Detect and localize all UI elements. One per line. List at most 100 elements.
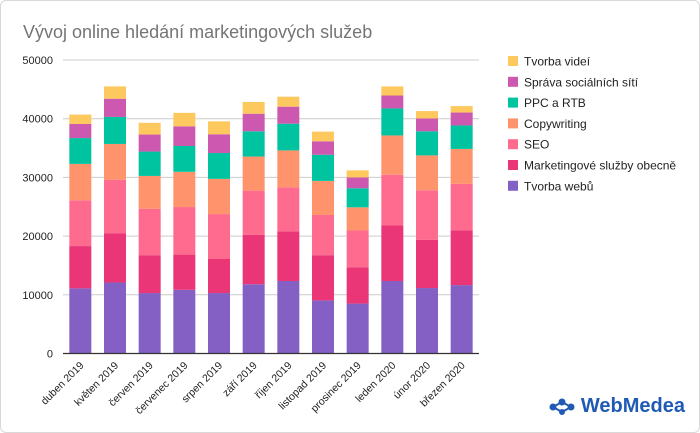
bar-segment bbox=[173, 145, 196, 172]
bar-segment bbox=[416, 190, 438, 240]
logo-text: WebMedea bbox=[580, 395, 685, 417]
bar-segment bbox=[277, 281, 300, 354]
bar-segment bbox=[104, 282, 126, 354]
legend-label: Marketingové služby obecně bbox=[524, 159, 676, 173]
legend-swatch bbox=[508, 160, 518, 170]
bar-segment bbox=[450, 183, 473, 231]
bar-segment bbox=[69, 114, 92, 124]
bar-segment bbox=[104, 86, 126, 99]
bar-segment bbox=[104, 143, 126, 180]
bar-segment bbox=[346, 177, 369, 189]
bar-segment bbox=[173, 207, 196, 255]
bar-segment bbox=[242, 284, 265, 354]
bar-segment bbox=[450, 106, 473, 113]
bar-segment bbox=[173, 289, 196, 354]
bar-segment bbox=[173, 254, 196, 290]
bar-segment bbox=[242, 113, 265, 132]
bar-segment bbox=[277, 187, 300, 232]
bar-segment bbox=[416, 239, 438, 289]
bar-segment bbox=[242, 234, 265, 285]
webmedea-logo: WebMedea bbox=[549, 395, 685, 418]
bar-segment bbox=[173, 126, 196, 146]
bar-segment bbox=[173, 171, 196, 208]
legend-swatch bbox=[508, 97, 518, 108]
chart-title: Vývoj online hledání marketingových služ… bbox=[23, 22, 372, 42]
bar-segment bbox=[450, 112, 473, 126]
bar-segment bbox=[138, 175, 161, 209]
legend-item[interactable]: PPC a RTB bbox=[508, 96, 586, 110]
bar-segment bbox=[208, 134, 230, 154]
bar-segment bbox=[312, 300, 334, 354]
y-tick-label: 10000 bbox=[22, 290, 53, 302]
bar-segment bbox=[208, 258, 230, 294]
bar-segment bbox=[242, 101, 265, 114]
legend-label: Správa sociálních sítí bbox=[524, 75, 639, 89]
bar-segment bbox=[104, 98, 126, 117]
bar-segment bbox=[277, 106, 300, 124]
bar-segment bbox=[381, 174, 404, 226]
legend-item[interactable]: Tvorba videí bbox=[508, 55, 591, 69]
bar-segment bbox=[312, 214, 334, 256]
legend-label: SEO bbox=[524, 138, 549, 152]
bar-segment bbox=[277, 150, 300, 188]
bar-segment bbox=[208, 214, 230, 259]
bar-segment bbox=[69, 288, 92, 354]
bar-segment bbox=[104, 116, 126, 144]
bar-segment bbox=[312, 131, 334, 142]
legend-label: Tvorba webů bbox=[524, 179, 593, 193]
bar-segment bbox=[312, 141, 334, 155]
bar-segment bbox=[416, 131, 438, 156]
bar-segment bbox=[346, 170, 369, 178]
bar-segment bbox=[242, 156, 265, 191]
bar-segment bbox=[450, 230, 473, 286]
bar-segment bbox=[208, 121, 230, 135]
bar-segment bbox=[277, 96, 300, 107]
legend-swatch bbox=[508, 139, 518, 150]
bar-segment bbox=[346, 207, 369, 231]
legend-swatch bbox=[508, 56, 518, 66]
legend-item[interactable]: Správa sociálních sítí bbox=[508, 75, 639, 89]
y-tick-label: 40000 bbox=[22, 114, 53, 126]
legend-label: PPC a RTB bbox=[524, 96, 586, 110]
bar-segment bbox=[138, 208, 161, 256]
bar-segment bbox=[381, 281, 404, 354]
bar-segment bbox=[312, 180, 334, 215]
bar-segment bbox=[173, 112, 196, 127]
bar-segment bbox=[104, 179, 126, 234]
y-tick-label: 0 bbox=[47, 349, 53, 361]
bar-segment bbox=[381, 135, 404, 175]
bar-segment bbox=[416, 155, 438, 191]
bar-segment bbox=[104, 233, 126, 283]
bar-segment bbox=[138, 293, 161, 354]
bar-segment bbox=[416, 118, 438, 132]
legend-swatch bbox=[508, 118, 518, 129]
y-tick-label: 20000 bbox=[22, 231, 53, 243]
bar-segment bbox=[138, 151, 161, 176]
bar-segment bbox=[346, 267, 369, 304]
bar-segment bbox=[381, 86, 404, 96]
bar-segment bbox=[450, 125, 473, 149]
legend-swatch bbox=[508, 180, 518, 191]
bar-segment bbox=[242, 131, 265, 157]
bar-segment bbox=[208, 293, 230, 354]
bar-segment bbox=[312, 154, 334, 181]
bar-segment bbox=[69, 163, 92, 201]
bar-segment bbox=[381, 95, 404, 109]
legend-item[interactable]: Marketingové služby obecně bbox=[508, 159, 676, 173]
bar-segment bbox=[312, 255, 334, 301]
bar-segment bbox=[69, 123, 92, 139]
bar-segment bbox=[138, 134, 161, 152]
bar-segment bbox=[277, 231, 300, 282]
bar-segment bbox=[208, 178, 230, 215]
bar-segment bbox=[69, 246, 92, 289]
y-tick-label: 50000 bbox=[22, 55, 53, 67]
legend-item[interactable]: Tvorba webů bbox=[508, 179, 593, 193]
bar-segment bbox=[242, 190, 265, 235]
legend-label: Copywriting bbox=[524, 117, 587, 131]
bar-segment bbox=[416, 111, 438, 119]
bar-segment bbox=[138, 255, 161, 294]
legend-swatch bbox=[508, 76, 518, 87]
legend-item[interactable]: Copywriting bbox=[508, 117, 587, 131]
legend-item[interactable]: SEO bbox=[508, 138, 549, 152]
